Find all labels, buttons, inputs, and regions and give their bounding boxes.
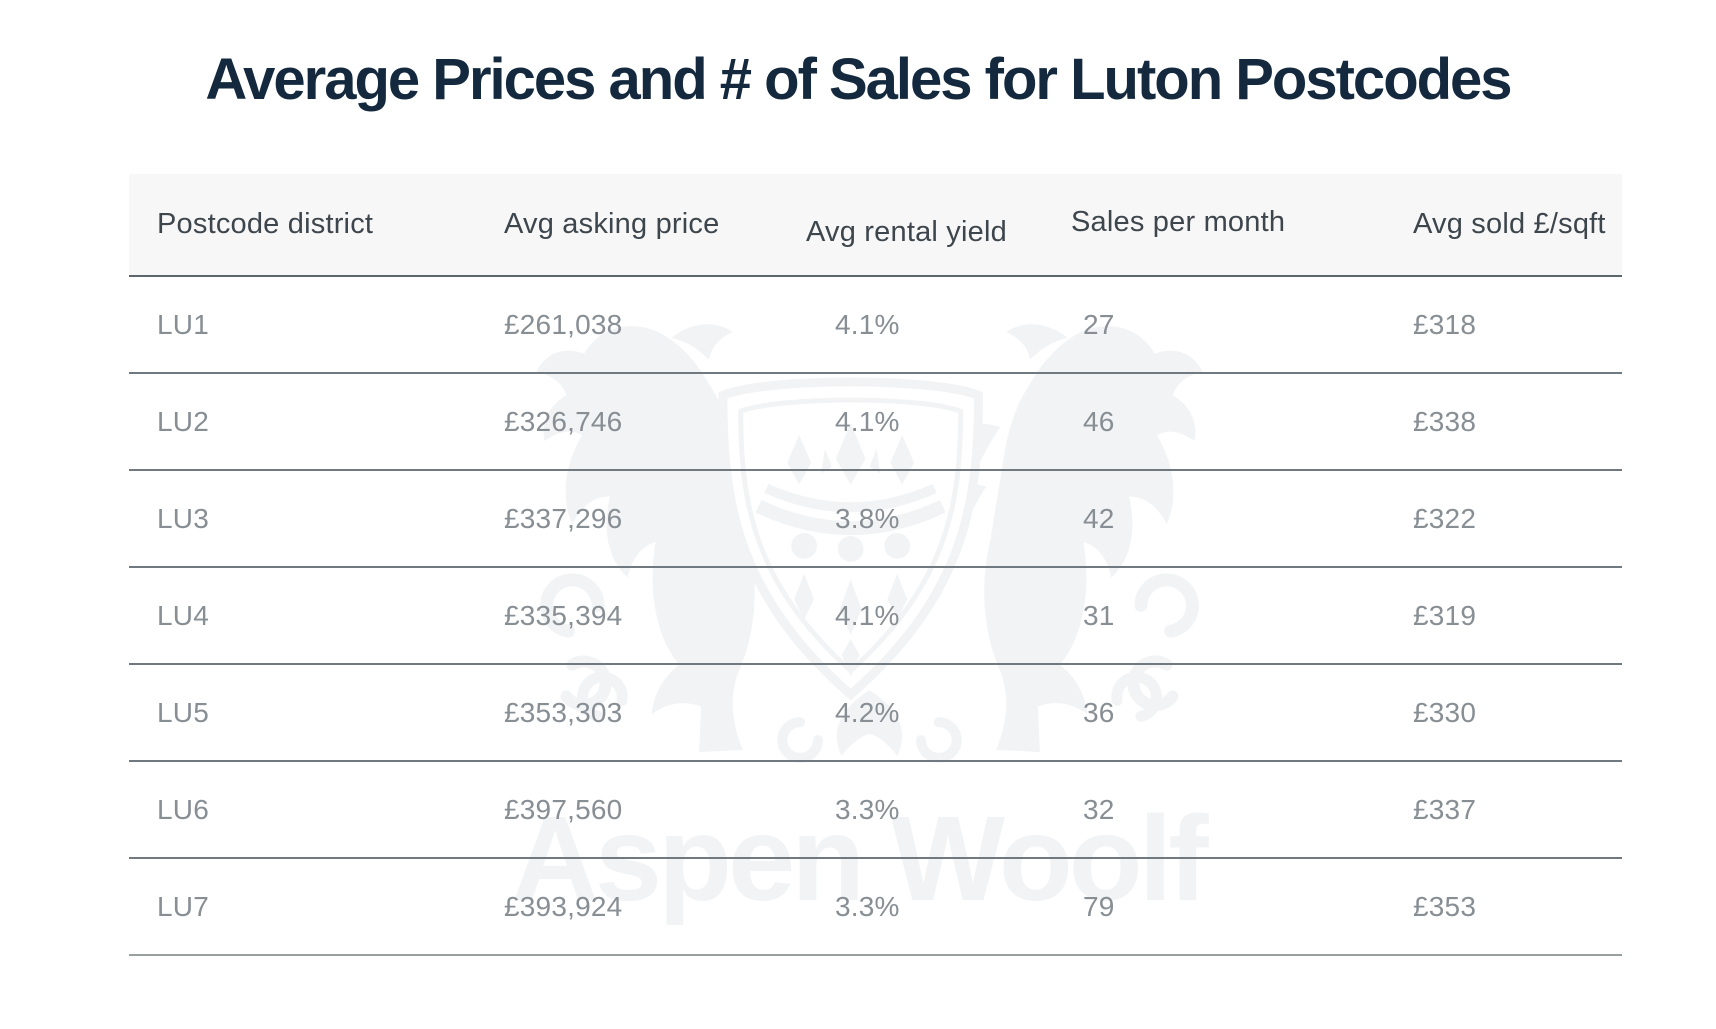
table-cell-avg-asking-price: £335,394 <box>504 599 623 631</box>
table-cell-postcode-district: LU7 <box>157 890 209 922</box>
table-cell-sales-per-month: 32 <box>1083 793 1115 825</box>
table-cell-sales-per-month: 36 <box>1083 696 1115 728</box>
table-row: LU2 £326,746 4.1% 46 £338 <box>129 374 1622 471</box>
table-row: LU7 £393,924 3.3% 79 £353 <box>129 859 1622 956</box>
table-cell-postcode-district: LU1 <box>157 308 209 340</box>
table-cell-postcode-district: LU6 <box>157 793 209 825</box>
table-row: LU4 £335,394 4.1% 31 £319 <box>129 568 1622 665</box>
table-cell-avg-asking-price: £353,303 <box>504 696 623 728</box>
table-cell-postcode-district: LU5 <box>157 696 209 728</box>
table-row: LU5 £353,303 4.2% 36 £330 <box>129 665 1622 762</box>
table-row: LU6 £397,560 3.3% 32 £337 <box>129 762 1622 859</box>
table-cell-avg-rental-yield: 3.3% <box>835 890 900 922</box>
table-cell-postcode-district: LU2 <box>157 405 209 437</box>
table-cell-sales-per-month: 46 <box>1083 405 1115 437</box>
table-cell-sales-per-month: 31 <box>1083 599 1115 631</box>
column-header-sales-per-month: Sales per month <box>1071 206 1286 238</box>
table-cell-avg-rental-yield: 3.8% <box>835 502 900 534</box>
table-row: LU3 £337,296 3.8% 42 £322 <box>129 471 1622 568</box>
column-header-postcode-district: Postcode district <box>157 208 374 240</box>
column-header-avg-asking-price: Avg asking price <box>504 208 720 240</box>
table-cell-avg-asking-price: £261,038 <box>504 308 623 340</box>
table-cell-avg-asking-price: £393,924 <box>504 890 623 922</box>
table-cell-avg-rental-yield: 4.1% <box>835 405 900 437</box>
table-cell-avg-asking-price: £397,560 <box>504 793 623 825</box>
table-cell-sales-per-month: 79 <box>1083 890 1115 922</box>
table-cell-avg-sold-per-sqft: £330 <box>1413 696 1477 728</box>
table-cell-sales-per-month: 42 <box>1083 502 1115 534</box>
column-header-avg-rental-yield: Avg rental yield <box>806 216 1007 248</box>
table-cell-postcode-district: LU3 <box>157 502 209 534</box>
table-header-row: Postcode district Avg asking price Avg r… <box>129 174 1622 277</box>
column-header-avg-sold-per-sqft: Avg sold £/sqft <box>1413 208 1606 240</box>
table-cell-avg-rental-yield: 3.3% <box>835 793 900 825</box>
price-table: Postcode district Avg asking price Avg r… <box>129 174 1622 956</box>
table-cell-avg-rental-yield: 4.1% <box>835 599 900 631</box>
table-cell-avg-sold-per-sqft: £322 <box>1413 502 1477 534</box>
table-cell-sales-per-month: 27 <box>1083 308 1115 340</box>
table-cell-avg-asking-price: £326,746 <box>504 405 623 437</box>
table-cell-avg-asking-price: £337,296 <box>504 502 623 534</box>
table-cell-avg-sold-per-sqft: £318 <box>1413 308 1477 340</box>
table-cell-avg-sold-per-sqft: £337 <box>1413 793 1477 825</box>
crest-logo-icon <box>503 306 1236 763</box>
table-cell-avg-sold-per-sqft: £353 <box>1413 890 1477 922</box>
table-cell-avg-rental-yield: 4.1% <box>835 308 900 340</box>
table-cell-avg-sold-per-sqft: £338 <box>1413 405 1477 437</box>
table-row: LU1 £261,038 4.1% 27 £318 <box>129 277 1622 374</box>
table-cell-avg-rental-yield: 4.2% <box>835 696 900 728</box>
page-title: Average Prices and # of Sales for Luton … <box>205 47 1512 112</box>
table-cell-avg-sold-per-sqft: £319 <box>1413 599 1477 631</box>
table-body: LU1 £261,038 4.1% 27 £318 LU2 £326,746 4.1% 46 £3… <box>129 277 1622 956</box>
table-cell-postcode-district: LU4 <box>157 599 209 631</box>
